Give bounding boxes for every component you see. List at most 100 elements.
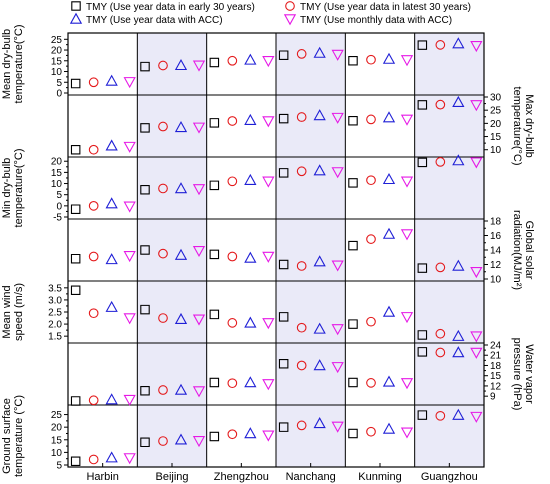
data-point-tmy_early30 [278,50,289,60]
data-point-tmy_acc [174,433,188,445]
data-point-tmy_latest30 [158,313,168,323]
data-point-tmy_latest30 [158,248,168,259]
y-axis-label: Mean wind speed (m/s) [1,283,25,341]
data-point-tmy_early30 [278,359,289,369]
y-tick-label: 2.0 [48,320,62,331]
data-point-tmy_early30 [70,204,81,214]
y-tick-label: 20 [51,423,63,434]
y-axis-label-line: temperature(°C) [13,149,25,228]
data-point-tmy_monthly_acc [262,251,275,263]
data-point-tmy_monthly_acc [123,313,136,325]
data-point-tmy_monthly_acc [192,314,206,326]
data-point-tmy_monthly_acc [192,436,206,448]
data-point-tmy_latest30 [158,60,168,71]
y-axis-label-line: temperature (°C) [13,395,25,477]
y-axis-label-line: Min dry-bulb [1,158,13,219]
y-tick-label: 25 [51,35,63,46]
data-point-tmy_latest30 [296,360,307,371]
y-tick-label: 5 [56,461,62,472]
data-point-tmy_early30 [140,185,150,195]
y-tick-label: 3.5 [48,283,62,294]
data-point-tmy_acc [244,251,257,263]
data-point-tmy_early30 [140,123,150,133]
data-point-tmy_latest30 [88,144,99,155]
data-point-tmy_monthly_acc [331,362,344,374]
data-point-tmy_monthly_acc [123,394,136,406]
data-point-tmy_early30 [140,245,150,255]
data-point-tmy_latest30 [88,454,99,465]
y-tick-label: 3.0 [48,295,62,306]
data-point-tmy_acc [452,408,465,420]
data-point-tmy_latest30 [366,175,376,186]
data-point-tmy_latest30 [88,308,99,319]
y-axis-label-line: Ground surface [1,398,13,474]
data-point-tmy_acc [105,74,118,86]
data-point-tmy_acc [105,197,118,209]
data-point-tmy_monthly_acc [400,114,414,126]
legend-label: TMY (Use monthly data with ACC) [300,15,452,26]
data-point-tmy_latest30 [366,316,376,327]
shaded-column [276,33,346,467]
data-point-tmy_early30 [70,144,81,155]
data-point-tmy_monthly_acc [192,184,206,196]
y-axis-label-line: Max dry-bulb [523,94,535,158]
data-point-tmy_latest30 [296,49,307,59]
data-point-tmy_latest30 [158,121,168,132]
data-point-tmy_monthly_acc [400,55,414,67]
data-point-tmy_monthly_acc [331,112,344,124]
data-point-tmy_acc [452,154,465,166]
data-point-tmy_monthly_acc [470,40,483,53]
data-point-tmy_early30 [348,319,358,329]
data-point-tmy_early30 [278,113,289,124]
y-axis-label-line: Mean wind [1,285,13,338]
x-tick-label: Zhengzhou [214,471,269,483]
y-tick-label: 30 [490,93,502,104]
data-point-tmy_early30 [209,309,220,320]
x-tick-label: Guangzhou [421,471,478,483]
data-point-tmy_latest30 [366,426,376,437]
data-point-tmy_monthly_acc [470,100,483,112]
data-point-tmy_acc [105,300,118,312]
y-axis-label: Ground surface temperature (°C) [1,395,25,477]
data-point-tmy_early30 [348,56,358,66]
legend-marker-tmy_acc [69,12,83,24]
y-axis-label: Min dry-bulb temperature(°C) [1,149,25,228]
data-markers [70,37,483,466]
data-point-tmy_monthly_acc [470,347,483,359]
data-point-tmy_early30 [417,40,428,50]
y-tick-label: 15 [490,371,502,382]
data-point-tmy_acc [452,37,465,49]
y-tick-label: 20 [51,46,63,57]
data-point-tmy_early30 [348,178,358,188]
data-point-tmy_acc [174,120,188,133]
data-point-tmy_latest30 [227,116,238,126]
data-point-tmy_latest30 [227,55,238,66]
y-axis-label-line: pressure (hPa) [511,338,523,411]
data-point-tmy_acc [382,305,396,317]
data-point-tmy_latest30 [435,99,446,110]
data-point-tmy_acc [244,113,257,125]
data-point-tmy_early30 [70,456,81,466]
data-point-tmy_acc [382,227,396,239]
shaded-column-backgrounds [137,33,484,467]
data-point-tmy_acc [313,46,326,58]
data-point-tmy_early30 [209,118,220,128]
data-point-tmy_early30 [209,431,220,442]
data-point-tmy_monthly_acc [400,378,414,390]
data-point-tmy_acc [313,255,326,267]
data-point-tmy_latest30 [296,261,307,271]
x-tick-label: Beijing [155,471,188,483]
data-point-tmy_early30 [70,396,81,406]
data-point-tmy_latest30 [158,183,168,194]
y-tick-label: 5 [56,190,62,201]
data-point-tmy_early30 [278,168,289,178]
data-point-tmy_acc [244,173,257,185]
data-point-tmy_monthly_acc [400,229,414,241]
data-point-tmy_acc [452,329,465,341]
data-point-tmy_acc [244,427,257,439]
data-point-tmy_early30 [417,410,428,420]
data-point-tmy_early30 [140,61,150,72]
data-point-tmy_monthly_acc [192,245,206,258]
